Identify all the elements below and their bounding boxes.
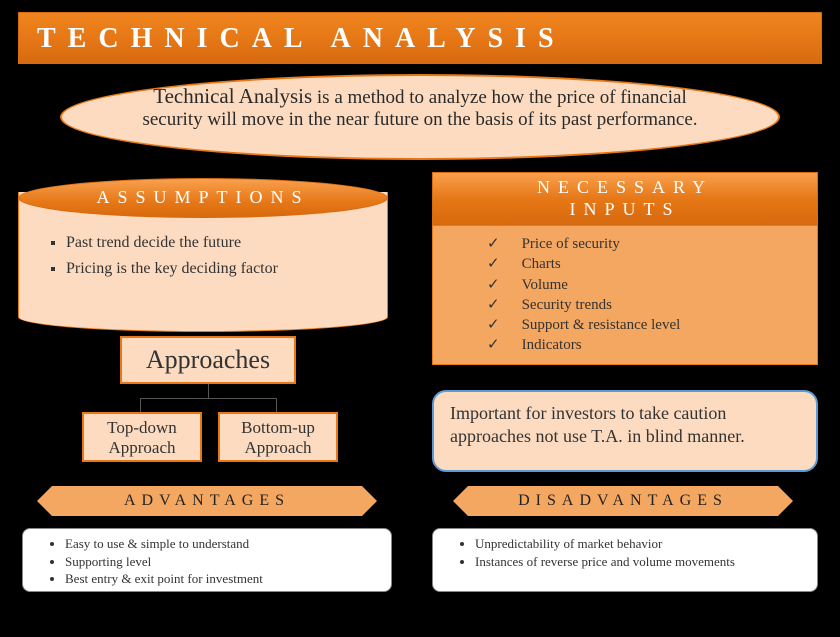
assumptions-header: ASSUMPTIONS [18, 178, 388, 218]
tree-connector [276, 398, 277, 412]
intro-definition: Technical Analysis is a method to analyz… [60, 74, 780, 160]
tree-connector [208, 384, 209, 398]
list-item: Best entry & exit point for investment [65, 570, 381, 588]
tree-connector [140, 398, 276, 399]
list-item: Indicators [487, 335, 817, 355]
assumptions-cylinder: ASSUMPTIONS Past trend decide the future… [18, 178, 388, 328]
approaches-header: Approaches [120, 336, 296, 384]
list-item: Charts [487, 254, 817, 274]
advantages-list: Easy to use & simple to understand Suppo… [65, 535, 381, 588]
approach-child-bottomup: Bottom-up Approach [218, 412, 338, 462]
caution-note: Important for investors to take caution … [432, 390, 818, 472]
list-item: Easy to use & simple to understand [65, 535, 381, 553]
intro-lead: Technical Analysis [153, 84, 312, 108]
disadvantages-header: DISADVANTAGES [468, 486, 778, 516]
inputs-header-line2: INPUTS [433, 199, 817, 221]
list-item: Price of security [487, 234, 817, 254]
inputs-box: NECESSARY INPUTS Price of security Chart… [432, 172, 818, 365]
advantages-header: ADVANTAGES [52, 486, 362, 516]
advantages-box: Easy to use & simple to understand Suppo… [22, 528, 392, 592]
assumptions-list: Past trend decide the future Pricing is … [48, 230, 278, 281]
approach-child-topdown: Top-down Approach [82, 412, 202, 462]
list-item: Support & resistance level [487, 315, 817, 335]
list-item: Supporting level [65, 553, 381, 571]
tree-connector [140, 398, 141, 412]
list-item: Security trends [487, 295, 817, 315]
list-item: Volume [487, 275, 817, 295]
list-item: Past trend decide the future [66, 230, 278, 256]
list-item: Instances of reverse price and volume mo… [475, 553, 807, 571]
list-item: Unpredictability of market behavior [475, 535, 807, 553]
disadvantages-list: Unpredictability of market behavior Inst… [475, 535, 807, 570]
inputs-header-line1: NECESSARY [433, 177, 817, 199]
inputs-header: NECESSARY INPUTS [432, 172, 818, 225]
list-item: Pricing is the key deciding factor [66, 256, 278, 282]
disadvantages-box: Unpredictability of market behavior Inst… [432, 528, 818, 592]
page-title: TECHNICAL ANALYSIS [18, 12, 822, 64]
inputs-list: Price of security Charts Volume Security… [487, 234, 817, 356]
